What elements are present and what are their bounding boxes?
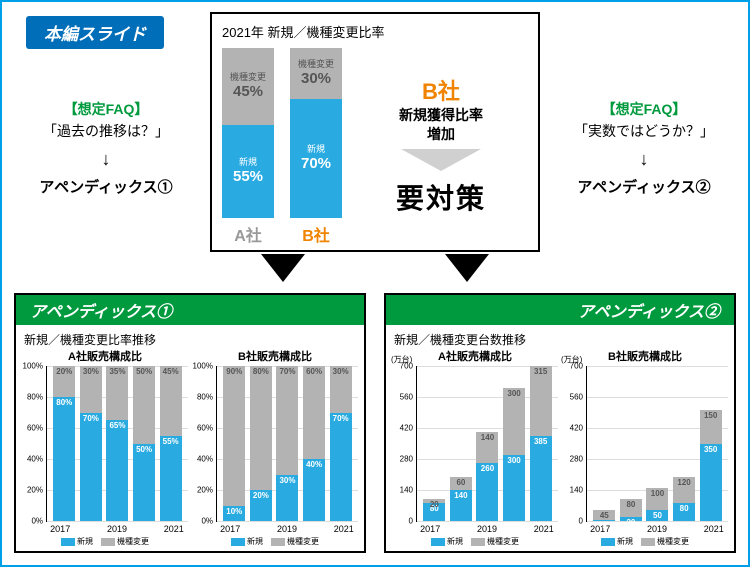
chart-plot: 0%20%40%60%80%100%10%90%20%80%30%70%40%6… xyxy=(216,366,358,522)
chart-legend: 新規機種変更 xyxy=(192,536,358,547)
bar-col: 30%70% xyxy=(276,366,298,521)
countermeasure-label: 要対策 xyxy=(396,177,486,217)
appendix-2-panel: アペンディックス② 新規／機種変更台数推移 A社販売構成比 (万台)0140280… xyxy=(384,293,736,553)
appendix-ref-left: アペンディックス① xyxy=(39,176,172,197)
bar-col: 65%35% xyxy=(106,366,128,521)
y-tick: 100% xyxy=(193,362,213,371)
bar-col: 545 xyxy=(593,366,615,521)
main-title-badge: 本編スライド xyxy=(26,16,164,49)
mini-chart: A社販売構成比 0%20%40%60%80%100%80%20%70%30%65%… xyxy=(22,348,188,547)
bar-col: 350150 xyxy=(700,366,722,521)
bar-col: 20%80% xyxy=(250,366,272,521)
down-arrow-icon: ↓ xyxy=(102,149,111,170)
b-company-label: B社 xyxy=(422,74,460,106)
main-bar-name: A社 xyxy=(234,222,262,246)
chart-legend: 新規機種変更 xyxy=(562,536,728,547)
faq-label-left: 【想定FAQ】 xyxy=(64,99,149,119)
bar-segment: 新規70% xyxy=(290,99,342,218)
mini-chart-title: A社販売構成比 xyxy=(392,348,558,364)
down-arrow-icon: ↓ xyxy=(640,149,649,170)
mini-chart-title: A社販売構成比 xyxy=(22,348,188,364)
main-bar-col: 新規70%機種変更30% B社 xyxy=(290,48,342,246)
bar-col: 50100 xyxy=(646,366,668,521)
appendix-ref-right: アペンディックス② xyxy=(577,176,710,197)
flow-arrow-icon xyxy=(261,254,305,282)
bar-col: 8020 xyxy=(423,366,445,521)
sub-line-1: 新規獲得比率 xyxy=(399,106,483,124)
sub-line-2: 増加 xyxy=(427,125,455,143)
bar-col: 10%90% xyxy=(223,366,245,521)
bar-col: 385315 xyxy=(530,366,552,521)
mini-chart: A社販売構成比 (万台)01402804205607008020140602601… xyxy=(392,348,558,547)
main-bar-name: B社 xyxy=(302,222,330,246)
chart-legend: 新規機種変更 xyxy=(22,536,188,547)
main-bar-col: 新規55%機種変更45% A社 xyxy=(222,48,274,246)
bar-col: 40%60% xyxy=(303,366,325,521)
main-bars: 新規55%機種変更45% A社 新規70%機種変更30% B社 xyxy=(222,45,342,246)
bar-col: 2080 xyxy=(620,366,642,521)
bar-col: 70%30% xyxy=(80,366,102,521)
bar-col: 260140 xyxy=(476,366,498,521)
bar-col: 55%45% xyxy=(160,366,182,521)
bar-segment: 機種変更45% xyxy=(222,48,274,125)
bar-col: 80%20% xyxy=(53,366,75,521)
bar-segment: 機種変更30% xyxy=(290,48,342,99)
appendix-1-panel: アペンディックス① 新規／機種変更比率推移 A社販売構成比 0%20%40%60%… xyxy=(14,293,366,553)
mini-chart: B社販売構成比 (万台)01402804205607005452080501008… xyxy=(562,348,728,547)
main-panel: 2021年 新規／機種変更比率 新規55%機種変更45% A社 新規70%機種変更3… xyxy=(210,12,540,252)
y-tick: 100% xyxy=(23,362,43,371)
mini-chart: B社販売構成比 0%20%40%60%80%100%10%90%20%80%30%… xyxy=(192,348,358,547)
main-panel-title: 2021年 新規／機種変更比率 xyxy=(222,22,528,41)
main-panel-right: B社 新規獲得比率 増加 要対策 xyxy=(354,45,528,246)
chart-plot: (万台)014028042056070054520805010080120350… xyxy=(586,366,728,522)
appendix-2-title: 新規／機種変更台数推移 xyxy=(386,325,734,348)
bar-col: 80120 xyxy=(673,366,695,521)
flow-arrow-icon xyxy=(445,254,489,282)
bar-col: 300300 xyxy=(503,366,525,521)
chart-plot: (万台)014028042056070080201406026014030030… xyxy=(416,366,558,522)
bar-segment: 新規55% xyxy=(222,125,274,219)
mini-chart-title: B社販売構成比 xyxy=(562,348,728,364)
right-faq-col: 【想定FAQ】 「実数ではどうか？」 ↓ アペンディックス② xyxy=(540,2,748,252)
mini-chart-title: B社販売構成比 xyxy=(192,348,358,364)
big-arrow-icon xyxy=(401,149,481,171)
faq-q-right: 「実数ではどうか？」 xyxy=(574,121,714,141)
bar-col: 70%30% xyxy=(330,366,352,521)
y-tick: 700 xyxy=(400,362,413,371)
faq-q-left: 「過去の推移は？」 xyxy=(43,121,169,141)
appendix-2-header: アペンディックス② xyxy=(386,295,734,325)
chart-plot: 0%20%40%60%80%100%80%20%70%30%65%35%50%5… xyxy=(46,366,188,522)
bar-col: 50%50% xyxy=(133,366,155,521)
faq-label-right: 【想定FAQ】 xyxy=(602,99,687,119)
y-tick: 700 xyxy=(570,362,583,371)
appendix-1-header: アペンディックス① xyxy=(16,295,364,325)
bottom-row: アペンディックス① 新規／機種変更比率推移 A社販売構成比 0%20%40%60%… xyxy=(14,293,736,553)
appendix-1-title: 新規／機種変更比率推移 xyxy=(16,325,364,348)
chart-legend: 新規機種変更 xyxy=(392,536,558,547)
bar-col: 14060 xyxy=(450,366,472,521)
flow-arrows xyxy=(2,254,748,282)
